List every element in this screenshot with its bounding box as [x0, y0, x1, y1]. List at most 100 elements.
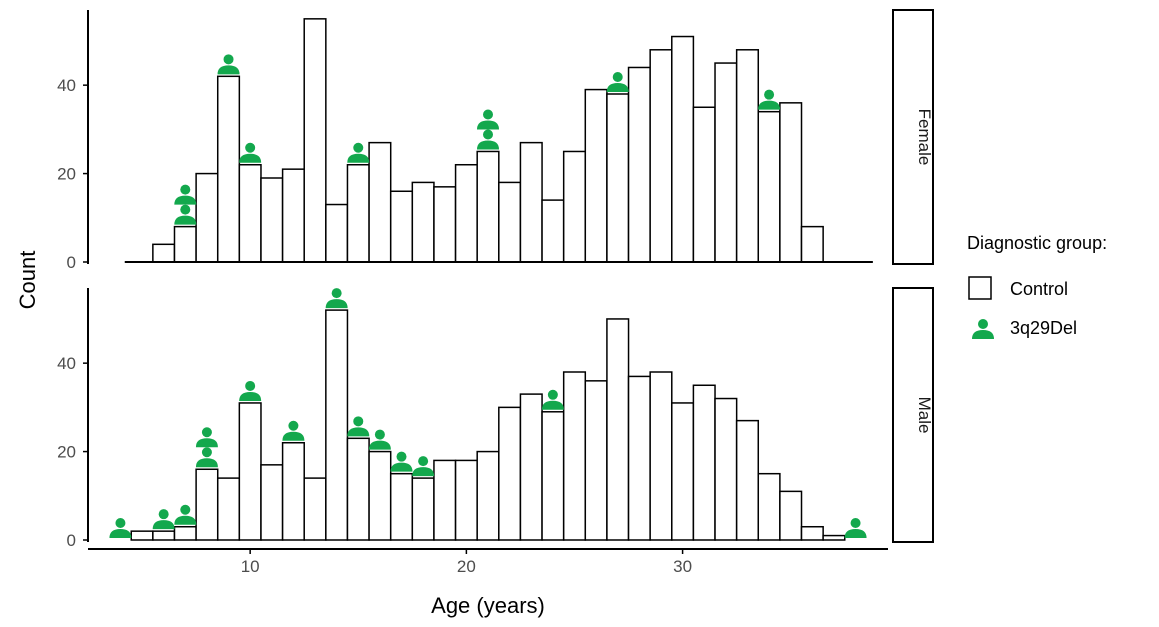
person-icon-body	[239, 153, 262, 163]
control-bar-male-age-29	[649, 371, 673, 541]
person-icon-body	[109, 529, 132, 538]
legend-person-icon	[972, 319, 994, 339]
y-tick-label: 0	[67, 531, 76, 550]
deletion-marker-male-age-8	[195, 427, 218, 448]
person-icon-body	[368, 440, 391, 450]
deletion-marker-male-age-7	[174, 504, 197, 525]
deletion-marker-male-age-12	[282, 420, 305, 441]
strip-female	[892, 9, 934, 265]
control-bar-male-age-24	[541, 411, 565, 541]
control-bar-female-age-20	[454, 163, 478, 263]
person-icon-head	[223, 54, 234, 65]
person-icon-body	[174, 195, 197, 205]
control-bar-female-age-35	[779, 102, 803, 263]
control-bar-male-age-20	[454, 459, 478, 541]
control-bar-male-age-18	[411, 477, 435, 541]
control-bar-male-age-10	[238, 402, 262, 541]
person-icon-body	[541, 400, 564, 410]
deletion-marker-female-age-10	[239, 142, 262, 163]
deletion-marker-female-age-21	[477, 109, 499, 130]
control-bar-male-age-27	[606, 318, 630, 541]
axes: 0 20 40 0 20 40 10 20 30	[57, 10, 888, 576]
person-icon-head	[115, 518, 126, 528]
person-icon-head	[850, 518, 861, 528]
deletion-marker-female-age-7	[174, 184, 197, 205]
control-bar-female-age-17	[389, 190, 414, 263]
legend-deletion-label: 3q29Del	[1010, 318, 1077, 338]
deletion-marker-male-age-10	[239, 380, 262, 401]
control-bar-male-age-30	[671, 402, 695, 541]
panel-male: Male	[109, 287, 934, 543]
control-bar-male-age-14	[325, 309, 349, 541]
control-bar-female-age-11	[260, 177, 284, 263]
person-icon-head	[245, 142, 256, 153]
legend-deletion-key	[972, 319, 994, 339]
deletion-marker-female-age-9	[217, 54, 240, 75]
control-bar-female-age-19	[433, 186, 457, 263]
control-bar-female-age-29	[649, 49, 673, 263]
person-icon-body	[477, 140, 499, 150]
control-bar-female-age-31	[692, 106, 716, 263]
control-bar-male-age-7	[173, 525, 197, 541]
y-tick-label: 20	[57, 443, 76, 462]
person-icon-body	[152, 520, 175, 530]
person-icon-head	[353, 416, 364, 427]
control-bar-male-age-5	[130, 530, 154, 541]
control-bar-male-age-25	[562, 371, 587, 541]
person-icon-head	[353, 142, 364, 153]
person-icon-head	[547, 389, 558, 400]
person-icon-head	[483, 109, 493, 120]
control-bar-female-age-34	[757, 110, 781, 263]
person-icon-head	[483, 129, 493, 140]
person-icon-body	[606, 83, 629, 92]
control-bar-female-age-30	[671, 35, 695, 263]
deletion-marker-female-age-7	[174, 204, 197, 225]
control-bar-female-age-26	[584, 88, 608, 263]
person-icon-body	[972, 330, 994, 339]
person-icon-body	[195, 458, 218, 468]
person-icon-body	[174, 215, 197, 225]
person-icon-body	[477, 120, 499, 130]
control-bar-female-age-21	[476, 150, 500, 263]
person-icon-head	[978, 319, 988, 329]
control-bar-female-age-15	[346, 163, 370, 263]
control-bar-female-age-7	[173, 225, 197, 263]
control-bar-female-age-13	[303, 18, 327, 263]
person-icon-head	[180, 184, 191, 195]
deletion-marker-female-age-15	[347, 142, 370, 163]
control-bar-male-age-11	[260, 464, 284, 541]
legend-control-key	[968, 276, 992, 300]
control-bar-female-age-14	[325, 203, 349, 263]
strip-label-female: Female	[915, 109, 934, 166]
deletion-marker-male-age-14	[325, 288, 348, 309]
person-icon-body	[174, 515, 197, 525]
control-bar-female-age-25	[562, 150, 587, 263]
control-bar-female-age-18	[411, 181, 435, 263]
y-tick-label: 40	[57, 76, 76, 95]
control-bar-male-age-36	[800, 525, 824, 541]
x-tick-label: 10	[241, 557, 260, 576]
control-bar-male-age-13	[303, 477, 327, 541]
deletion-marker-male-age-16	[368, 429, 391, 450]
person-icon-head	[374, 429, 385, 440]
person-icon-body	[347, 427, 370, 437]
deletion-marker-male-age-18	[412, 456, 435, 477]
person-icon-head	[418, 456, 429, 467]
control-bar-male-age-17	[389, 472, 414, 541]
person-icon-head	[158, 509, 169, 520]
person-icon-body	[412, 467, 435, 477]
control-bar-female-age-16	[368, 141, 392, 263]
control-bar-male-age-31	[692, 384, 716, 541]
control-bar-female-age-33	[735, 49, 760, 263]
control-bar-male-age-23	[519, 393, 543, 541]
control-bar-male-age-6	[152, 530, 176, 541]
x-axis-title: Age (years)	[431, 593, 545, 618]
person-icon-body	[217, 65, 240, 75]
legend-title: Diagnostic group:	[967, 233, 1107, 253]
person-icon-head	[612, 72, 623, 82]
control-bar-female-age-6	[152, 243, 176, 263]
person-icon-body	[844, 529, 867, 538]
person-icon-body	[390, 462, 413, 472]
control-bar-female-age-27	[606, 93, 630, 263]
